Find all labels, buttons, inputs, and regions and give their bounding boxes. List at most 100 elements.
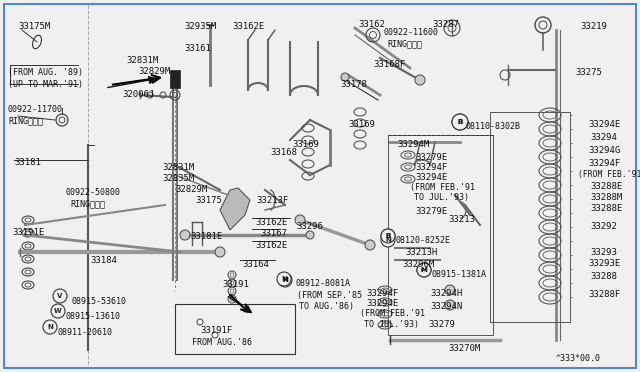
Text: 33294F: 33294F xyxy=(366,289,398,298)
Text: 33288E: 33288E xyxy=(590,182,622,191)
Text: B: B xyxy=(458,119,463,125)
Text: 33279E: 33279E xyxy=(415,207,447,216)
Text: 33296: 33296 xyxy=(296,222,323,231)
Circle shape xyxy=(452,114,468,130)
Text: 33191E: 33191E xyxy=(12,228,44,237)
Circle shape xyxy=(381,233,395,247)
Text: ^333*00.0: ^333*00.0 xyxy=(556,354,601,363)
Text: 33169: 33169 xyxy=(292,140,319,149)
Text: 33294E: 33294E xyxy=(366,299,398,308)
Text: 33294H: 33294H xyxy=(430,289,462,298)
Text: 33294M: 33294M xyxy=(397,140,429,149)
Text: 33213: 33213 xyxy=(448,215,475,224)
Text: 33161: 33161 xyxy=(184,44,211,53)
Circle shape xyxy=(381,229,395,243)
Text: B: B xyxy=(385,233,390,239)
Bar xyxy=(388,135,493,335)
Text: (FROM AUG. '89): (FROM AUG. '89) xyxy=(8,68,83,77)
Text: 33181E: 33181E xyxy=(190,232,222,241)
Text: 33168: 33168 xyxy=(270,148,297,157)
Text: 32829M: 32829M xyxy=(138,67,170,76)
Text: (FROM FEB.'91: (FROM FEB.'91 xyxy=(360,309,425,318)
Text: RINGリング: RINGリング xyxy=(8,116,43,125)
Text: 33288F: 33288F xyxy=(588,290,620,299)
Text: 32831M: 32831M xyxy=(126,56,158,65)
Text: M: M xyxy=(420,267,428,273)
Text: 33292: 33292 xyxy=(590,222,617,231)
Text: FROM AUG.'86: FROM AUG.'86 xyxy=(192,338,252,347)
Text: 33294E: 33294E xyxy=(588,120,620,129)
Text: 08120-8252E: 08120-8252E xyxy=(396,236,451,245)
Circle shape xyxy=(445,300,455,310)
Circle shape xyxy=(215,247,225,257)
Circle shape xyxy=(417,263,431,277)
Bar xyxy=(175,304,295,354)
Text: N: N xyxy=(47,324,53,330)
Text: 33164: 33164 xyxy=(242,260,269,269)
Text: 33213H: 33213H xyxy=(405,248,437,257)
Text: 33296M: 33296M xyxy=(402,260,435,269)
Text: 33287: 33287 xyxy=(432,20,459,29)
Text: 33162E: 33162E xyxy=(255,241,287,250)
Text: 33293: 33293 xyxy=(590,248,617,257)
Text: RINGリング: RINGリング xyxy=(70,199,105,208)
Text: B: B xyxy=(458,119,463,125)
Circle shape xyxy=(452,114,468,130)
Text: TO JUL.'93): TO JUL.'93) xyxy=(414,193,469,202)
Text: 33213F: 33213F xyxy=(256,196,288,205)
Text: (FROM FEB.'91: (FROM FEB.'91 xyxy=(410,183,475,192)
Text: V: V xyxy=(58,293,63,299)
Circle shape xyxy=(417,263,431,277)
Text: (UP TO MAR.'91): (UP TO MAR.'91) xyxy=(8,80,83,89)
Text: 33219: 33219 xyxy=(580,22,607,31)
Text: 33294G: 33294G xyxy=(588,146,620,155)
Text: 08915-1381A: 08915-1381A xyxy=(432,270,487,279)
Circle shape xyxy=(278,273,292,287)
Text: 32831M: 32831M xyxy=(162,163,195,172)
Text: 33169: 33169 xyxy=(348,120,375,129)
Text: (FROM FEB.'91): (FROM FEB.'91) xyxy=(578,170,640,179)
Circle shape xyxy=(365,240,375,250)
Text: 33191F: 33191F xyxy=(200,326,232,335)
Text: N: N xyxy=(282,277,288,283)
Text: 33175: 33175 xyxy=(195,196,222,205)
Text: M: M xyxy=(421,267,427,273)
Text: 08915-53610: 08915-53610 xyxy=(72,297,127,306)
Text: 33175M: 33175M xyxy=(18,22,51,31)
Text: 32006J: 32006J xyxy=(122,90,154,99)
Text: 33294F: 33294F xyxy=(415,163,447,172)
Text: 00922-11600: 00922-11600 xyxy=(383,28,438,37)
Circle shape xyxy=(180,230,190,240)
Text: 00922-50800: 00922-50800 xyxy=(66,188,121,197)
Bar xyxy=(490,112,570,322)
Circle shape xyxy=(295,215,305,225)
Text: TO AUG.'86): TO AUG.'86) xyxy=(299,302,354,311)
Polygon shape xyxy=(220,188,250,230)
Text: 33162E: 33162E xyxy=(255,218,287,227)
Text: (FROM SEP.'85: (FROM SEP.'85 xyxy=(297,291,362,300)
Text: 33181: 33181 xyxy=(14,158,41,167)
Text: TO JUL.'93): TO JUL.'93) xyxy=(364,320,419,329)
Text: 33279: 33279 xyxy=(428,320,455,329)
Text: 33162E: 33162E xyxy=(232,22,264,31)
Text: 33294E: 33294E xyxy=(415,173,447,182)
Circle shape xyxy=(306,231,314,239)
Circle shape xyxy=(381,229,395,243)
Text: 08915-13610: 08915-13610 xyxy=(65,312,120,321)
Text: 32829M: 32829M xyxy=(175,185,207,194)
Text: 33294: 33294 xyxy=(590,133,617,142)
Text: N: N xyxy=(385,237,391,243)
Text: 33293E: 33293E xyxy=(588,259,620,268)
Text: 33279E: 33279E xyxy=(415,153,447,162)
Circle shape xyxy=(415,75,425,85)
Circle shape xyxy=(341,73,349,81)
Text: 33184: 33184 xyxy=(90,256,117,265)
Text: RINGリング: RINGリング xyxy=(387,39,422,48)
Circle shape xyxy=(43,320,57,334)
Text: 33270M: 33270M xyxy=(448,344,480,353)
Text: 08912-8081A: 08912-8081A xyxy=(295,279,350,288)
Text: N: N xyxy=(281,276,287,282)
Text: 33288: 33288 xyxy=(590,272,617,281)
Circle shape xyxy=(53,289,67,303)
Text: 33275: 33275 xyxy=(575,68,602,77)
